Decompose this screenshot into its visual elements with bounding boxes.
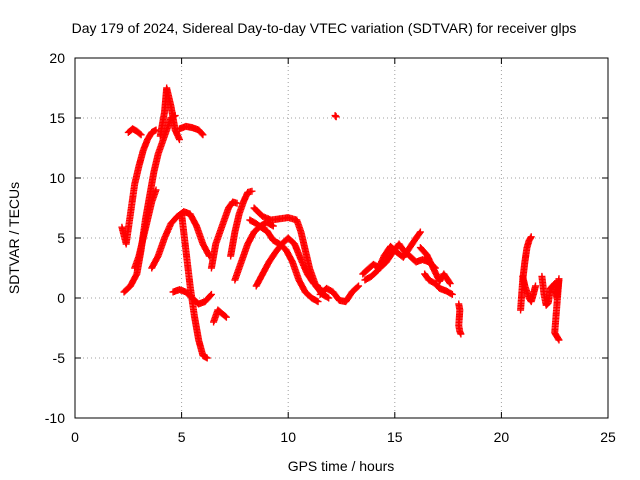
series-arc-q: [316, 282, 363, 306]
data-point: [207, 291, 215, 299]
x-tick-label: 10: [280, 429, 296, 445]
series-arc-u: [421, 270, 456, 298]
data-point: [313, 297, 321, 305]
tick-labels: 0 5 10 15 20 25 -10 -5 0 5 10 15 20: [45, 50, 616, 445]
data-point: [233, 199, 241, 207]
chart-title: Day 179 of 2024, Sidereal Day-to-day VTE…: [72, 20, 577, 36]
series-arc-z: [538, 272, 563, 344]
data-point: [446, 280, 454, 288]
x-tick-label: 0: [71, 429, 79, 445]
y-axis-label: SDTVAR / TECUs: [6, 182, 22, 294]
series-arc-e: [131, 186, 160, 272]
data-point: [325, 294, 333, 302]
data-point: [222, 313, 230, 321]
data-point: [355, 282, 363, 290]
series-arc-b: [118, 126, 160, 248]
data-point: [416, 229, 424, 237]
data-point: [248, 187, 256, 195]
x-tick-label: 25: [600, 429, 616, 445]
series-arc-i: [178, 210, 211, 362]
series-arc-p: [250, 204, 333, 302]
series-arc-y: [519, 272, 540, 306]
data-point: [198, 130, 206, 138]
series-arc-r: [331, 112, 340, 121]
data-point: [136, 130, 144, 138]
data-point: [416, 228, 424, 236]
data-point: [448, 290, 456, 298]
y-tick-label: -5: [53, 350, 66, 366]
data-point: [314, 298, 322, 306]
data-point: [323, 293, 331, 301]
y-tick-label: 10: [49, 170, 65, 186]
x-axis-label: GPS time / hours: [288, 458, 395, 474]
series-arc-g: [175, 122, 207, 139]
data-point: [555, 336, 563, 344]
x-tick-label: 5: [178, 429, 186, 445]
series-arc-w: [455, 300, 465, 338]
series-arc-l: [227, 187, 256, 260]
series-arc-k: [207, 198, 241, 272]
data-point: [221, 312, 229, 320]
series-arc-v: [416, 244, 454, 288]
data-point: [175, 136, 183, 144]
y-tick-label: 15: [49, 110, 65, 126]
data-point: [457, 330, 465, 338]
data-point: [532, 282, 540, 290]
data-point: [353, 283, 361, 291]
series-arc-f: [148, 208, 213, 272]
data-point: [554, 335, 562, 343]
x-tick-label: 15: [387, 429, 403, 445]
x-tick-label: 20: [494, 429, 510, 445]
series-arc-t: [361, 228, 424, 284]
axis-ticks: [74, 57, 609, 419]
series-arc-c: [124, 125, 145, 139]
data-point: [207, 290, 215, 298]
data-point: [445, 278, 453, 286]
data-point: [527, 233, 535, 241]
data-point: [199, 131, 207, 139]
data-point: [447, 290, 455, 298]
series-arc-d: [156, 84, 183, 144]
data-point: [203, 354, 211, 362]
data-points: [118, 84, 563, 362]
data-point: [137, 131, 145, 139]
y-tick-label: 0: [57, 290, 65, 306]
series-arc-j: [210, 306, 230, 326]
y-tick-label: 5: [57, 230, 65, 246]
data-point: [152, 186, 160, 194]
data-point: [527, 234, 535, 242]
y-tick-label: -10: [45, 410, 65, 426]
y-tick-label: 20: [49, 50, 65, 66]
data-point: [332, 113, 340, 121]
data-point: [269, 222, 277, 230]
